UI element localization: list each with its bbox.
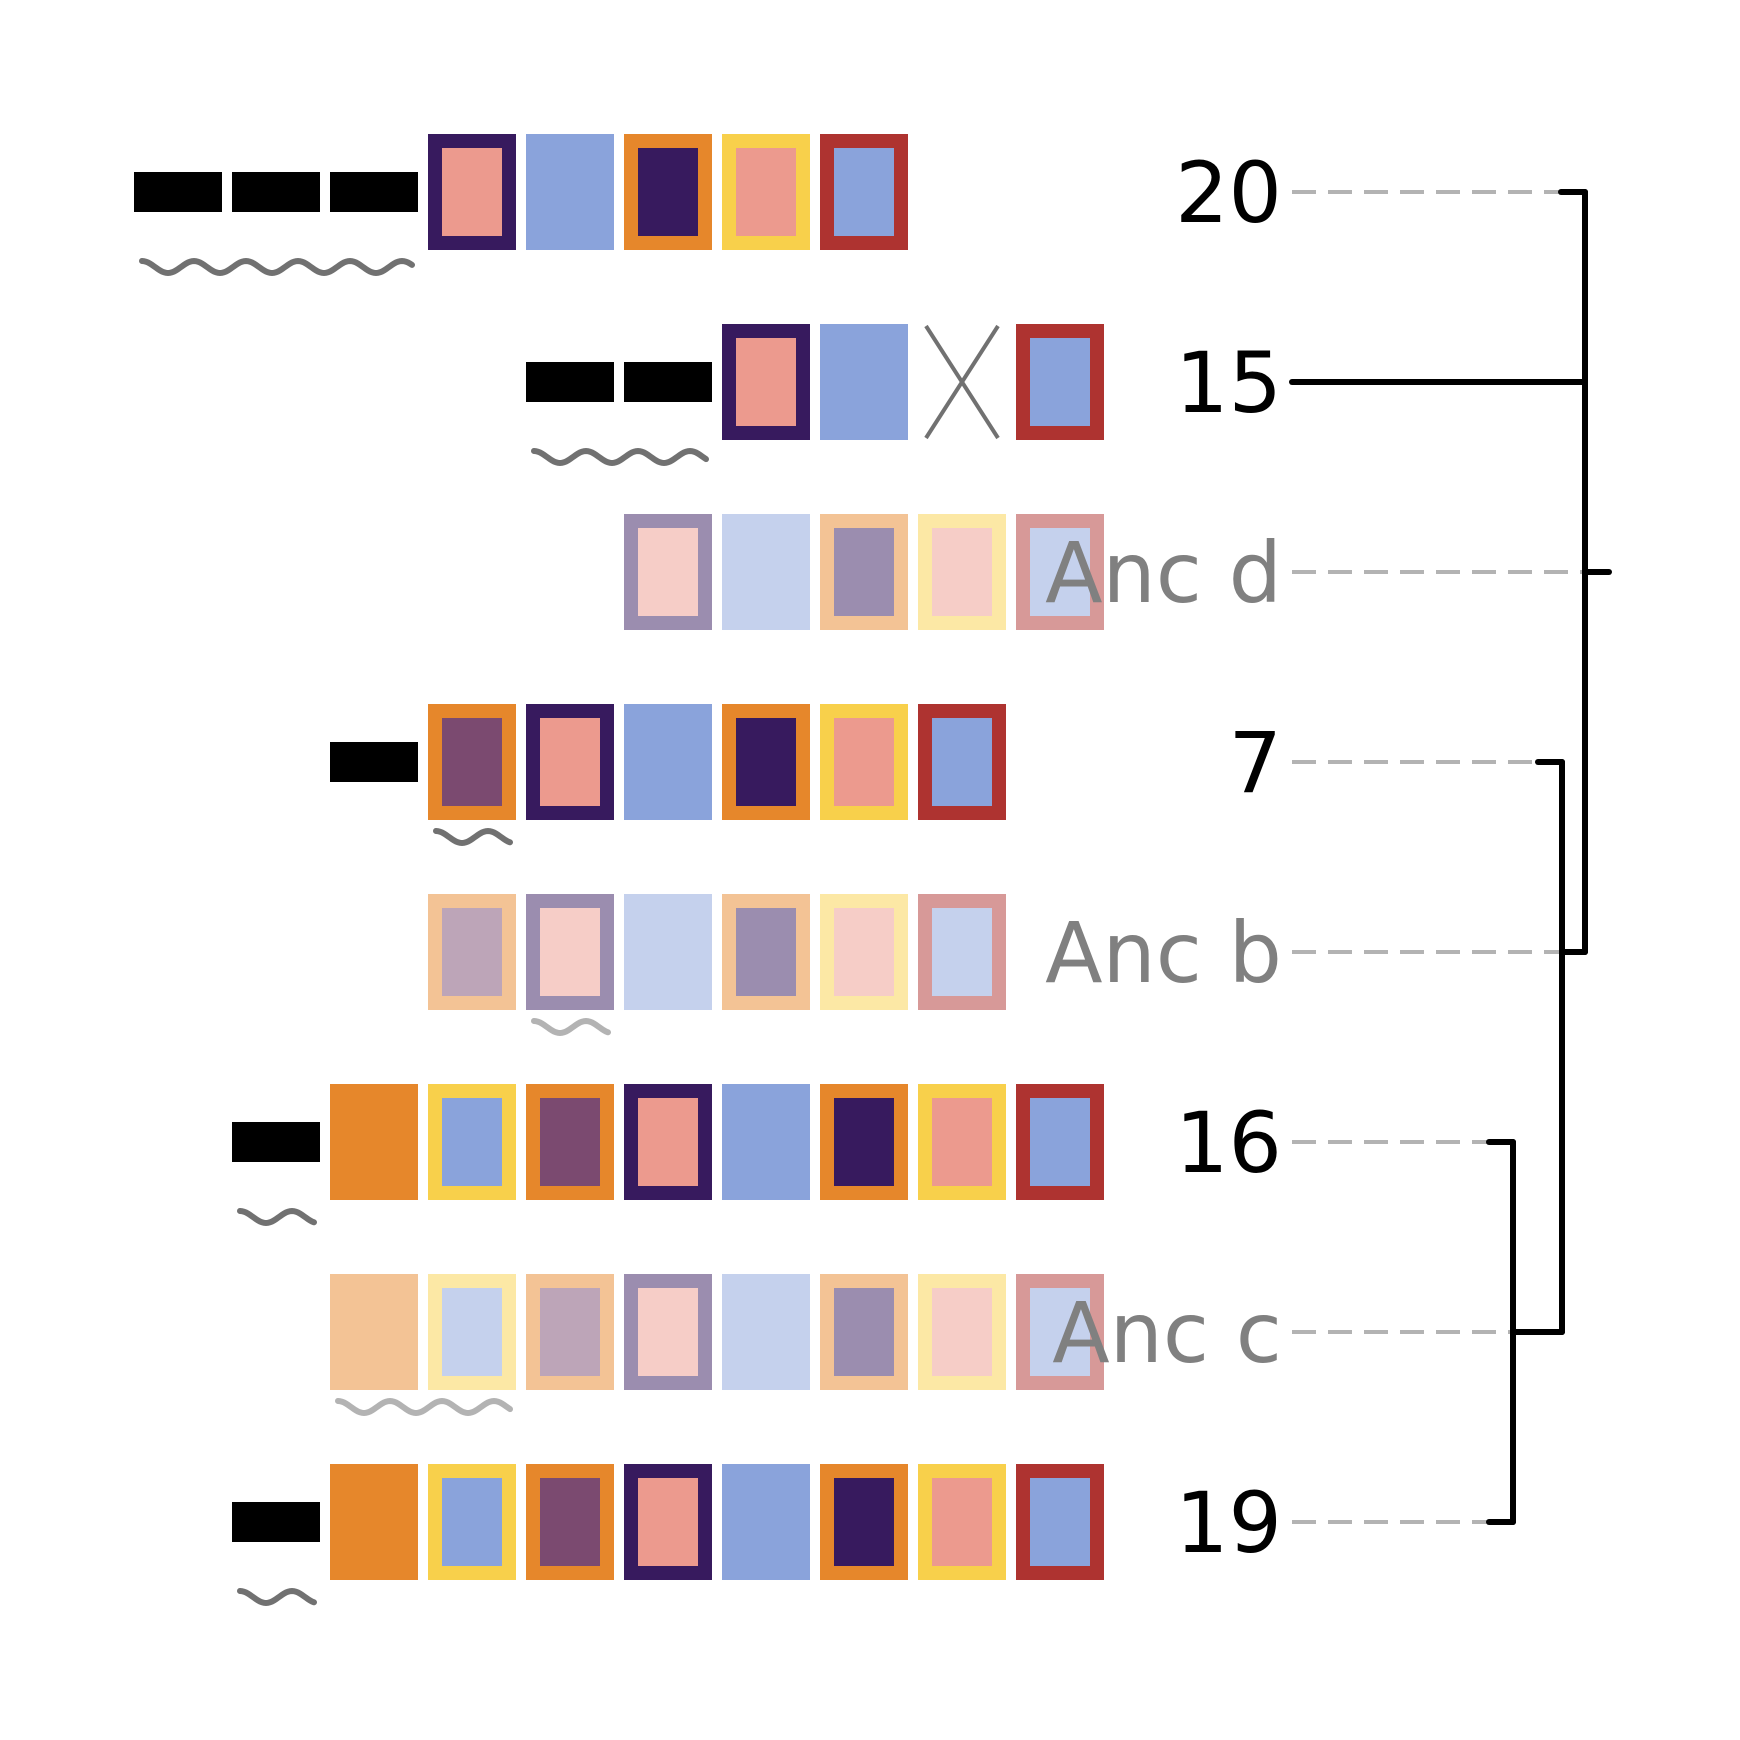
gene-box [624,134,712,250]
wave-mark-icon [433,827,513,847]
gene-box [428,1464,516,1580]
gene-box [624,514,712,630]
wave-mark-icon [237,1207,317,1227]
gene-box [918,1084,1006,1200]
row-anc-c [330,1274,1104,1417]
gene-box [624,894,712,1010]
gene-box [820,1084,908,1200]
row-label-anc-b: Anc b [1045,904,1282,1002]
gene-box [526,134,614,250]
deletion-bar [330,742,418,782]
row-anc-b [428,894,1006,1037]
row-20 [134,134,908,277]
gene-box [722,1464,810,1580]
gene-box [526,1084,614,1200]
gene-box [722,514,810,630]
gene-box [624,1274,712,1390]
deletion-bar [232,172,320,212]
gene-box [918,894,1006,1010]
gene-box [428,894,516,1010]
gene-box [428,1084,516,1200]
gene-box [624,704,712,820]
gene-box [722,134,810,250]
gene-box [722,324,810,440]
gene-box [820,894,908,1010]
row-label-20: 20 [1175,144,1282,242]
clade-anc-b [1510,759,1565,1335]
gene-box [722,1274,810,1390]
gene-box [428,704,516,820]
gene-box [526,894,614,1010]
deletion-bar [134,172,222,212]
gene-box [722,1084,810,1200]
gene-box [526,1464,614,1580]
gene-box [1016,514,1104,630]
row-label-15: 15 [1175,334,1282,432]
gene-box [526,704,614,820]
gene-box [918,704,1006,820]
gene-box [624,1464,712,1580]
deletion-bar [330,172,418,212]
row-7 [330,704,1006,847]
deletion-bar [624,362,712,402]
deletion-bar [232,1122,320,1162]
gene-order-rows [134,134,1104,1607]
row-label-16: 16 [1175,1094,1282,1192]
gene-box [526,1274,614,1390]
gene-box [1016,1464,1104,1580]
row-anc-d [624,514,1104,630]
gene-box [330,1084,418,1200]
wave-mark-icon [237,1587,317,1607]
gene-box [820,704,908,820]
row-label-anc-c: Anc c [1052,1284,1282,1382]
row-label-7: 7 [1229,714,1282,812]
gene-box [330,1274,418,1390]
wave-mark-icon [335,1397,513,1417]
row-label-19: 19 [1175,1474,1282,1572]
row-labels: 20 15 Anc d 7 Anc b 16 Anc c 19 [1045,144,1282,1572]
wave-mark-icon [139,257,415,277]
row-19 [232,1464,1104,1607]
gene-box [330,1464,418,1580]
row-16 [232,1084,1104,1227]
gene-box [820,324,908,440]
gene-box [820,1464,908,1580]
deletion-bar [526,362,614,402]
gene-box [918,514,1006,630]
gene-box [722,704,810,820]
leader-lines [1289,190,1588,1524]
gene-box [1016,1084,1104,1200]
gene-box [428,1274,516,1390]
gene-box [722,894,810,1010]
phylogenetic-tree [1486,189,1612,1525]
wave-mark-icon [531,447,709,467]
gene-box [918,1464,1006,1580]
gene-box [1016,1274,1104,1390]
row-15 [526,324,1104,467]
gene-box [820,1274,908,1390]
gene-box [820,134,908,250]
gene-box [820,514,908,630]
wave-mark-icon [531,1017,611,1037]
lost-gene-cross-icon [924,324,1000,440]
row-label-anc-d: Anc d [1045,524,1282,622]
gene-box [624,1084,712,1200]
gene-box [918,1274,1006,1390]
gene-box [1016,324,1104,440]
gene-box [428,134,516,250]
deletion-bar [232,1502,320,1542]
